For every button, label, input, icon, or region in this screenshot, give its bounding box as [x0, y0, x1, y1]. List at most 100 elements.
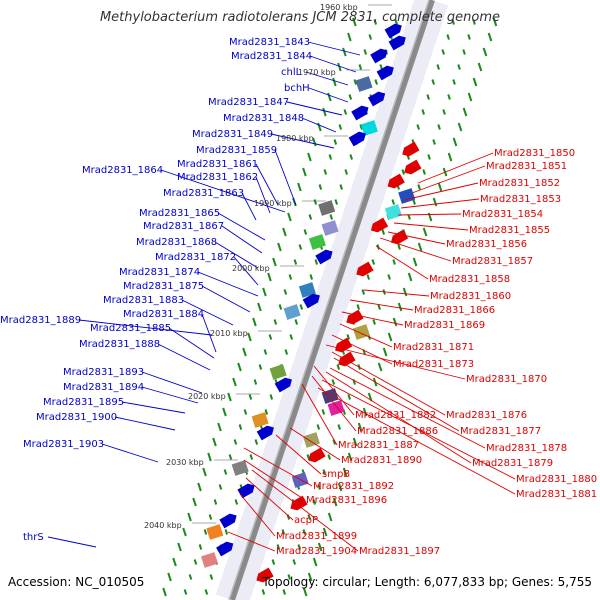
tick-dot: [232, 377, 237, 387]
tick-dot: [347, 452, 353, 462]
tick-dot: [316, 424, 321, 430]
tick-dot: [447, 152, 453, 162]
tick-dot: [307, 514, 312, 520]
tick-dot: [387, 274, 391, 280]
tick-dot: [253, 379, 258, 385]
tick-dot: [358, 64, 363, 70]
left-leader-line: [141, 386, 199, 404]
left-leader-line: [47, 536, 97, 548]
tick-dot: [167, 572, 172, 582]
gene-block: [352, 324, 370, 340]
gene-block: [318, 200, 336, 216]
right-leader-line: [317, 387, 516, 495]
tick-dot: [262, 287, 267, 297]
tick-dot: [472, 77, 478, 87]
left-gene-label: Mrad2831_1903: [23, 439, 104, 450]
tick-dot: [298, 244, 303, 250]
left-leader-line: [114, 416, 176, 431]
tick-dot: [317, 122, 322, 132]
tick-dot: [441, 49, 445, 55]
right-leader-line: [339, 323, 393, 348]
tick-dot: [204, 589, 209, 595]
left-gene-label: Mrad2831_1843: [229, 37, 310, 48]
gene-block: [355, 76, 373, 92]
tick-dot: [333, 139, 338, 145]
tick-dot: [356, 304, 361, 310]
tick-dot: [321, 409, 326, 415]
tick-dot: [307, 152, 312, 162]
left-leader-line: [274, 149, 297, 206]
gene-block: [321, 220, 339, 236]
right-leader-line: [243, 459, 306, 501]
tick-dot: [447, 94, 451, 100]
tick-dot: [344, 169, 348, 175]
tick-dot: [472, 19, 476, 25]
tick-dot: [377, 304, 381, 310]
tick-dot: [317, 542, 323, 552]
right-leader-line: [329, 367, 486, 449]
tick-dot: [332, 77, 337, 87]
tick-dot: [271, 559, 276, 565]
tick-dot: [212, 437, 217, 447]
tick-dot: [293, 259, 298, 265]
left-leader-line: [141, 371, 203, 394]
tick-dot: [282, 589, 287, 595]
left-gene-label: Mrad2831_1875: [123, 281, 204, 292]
right-gene-label: Mrad2831_1866: [414, 305, 495, 316]
tick-dot: [329, 214, 334, 220]
right-leader-line: [403, 182, 479, 201]
tick-dot: [382, 347, 388, 357]
left-leader-line: [308, 87, 349, 103]
tick-dot: [302, 167, 307, 177]
left-gene-label: Mrad2831_1861: [177, 159, 258, 170]
map-title: Methylobacterium radiotolerans JCM 2831,…: [99, 10, 501, 25]
right-leader-line: [333, 357, 460, 432]
left-gene-label: Mrad2831_1863: [163, 188, 244, 199]
right-leader-line: [393, 222, 469, 231]
tick-dot: [307, 572, 313, 582]
tick-dot: [237, 362, 242, 372]
tick-dot: [309, 274, 314, 280]
tick-dot: [407, 272, 413, 282]
left-leader-line: [197, 271, 259, 297]
tick-dot: [392, 317, 398, 327]
left-gene-label: Mrad2831_1894: [63, 382, 144, 393]
left-gene-label: Mrad2831_1888: [79, 339, 160, 350]
right-gene-label: smpB: [322, 469, 350, 480]
forward-gene-arrow: [237, 483, 255, 499]
tick-dot: [334, 199, 339, 205]
reverse-gene-arrow: [404, 159, 422, 175]
tick-dot: [446, 34, 450, 40]
tick-dot: [373, 19, 378, 25]
tick-dot: [302, 529, 307, 535]
right-gene-label: Mrad2831_1854: [462, 209, 543, 220]
left-leader-line: [255, 176, 271, 214]
accession-text: Accession: NC_010505: [8, 575, 145, 589]
left-gene-label: Mrad2831_1849: [192, 129, 273, 140]
tick-dot: [339, 184, 344, 190]
reverse-gene-arrow: [308, 447, 326, 463]
right-leader-line: [251, 469, 359, 552]
right-leader-line: [400, 198, 480, 209]
kbp-label: 2020 kbp: [188, 392, 226, 401]
tick-dot: [437, 182, 443, 192]
tick-dot: [313, 199, 318, 205]
kbp-label: 1960 kbp: [320, 3, 358, 12]
tick-dot: [379, 64, 383, 70]
tick-dot: [391, 199, 396, 205]
tick-dot: [303, 229, 308, 235]
tick-dot: [192, 497, 197, 507]
left-gene-label: Mrad2831_1844: [231, 51, 312, 62]
tick-dot: [287, 574, 292, 580]
tick-dot: [267, 272, 272, 282]
gene-block: [283, 304, 301, 320]
forward-gene-arrow: [384, 23, 402, 39]
tick-dot: [317, 484, 322, 490]
tick-dot: [278, 304, 283, 310]
kbp-label: 1990 kbp: [254, 199, 292, 208]
reverse-gene-arrow: [346, 309, 364, 325]
left-gene-label: Mrad2831_1900: [36, 412, 117, 423]
reverse-gene-arrow: [390, 229, 409, 245]
right-gene-label: Mrad2831_1850: [494, 148, 575, 159]
tick-dot: [436, 64, 440, 70]
